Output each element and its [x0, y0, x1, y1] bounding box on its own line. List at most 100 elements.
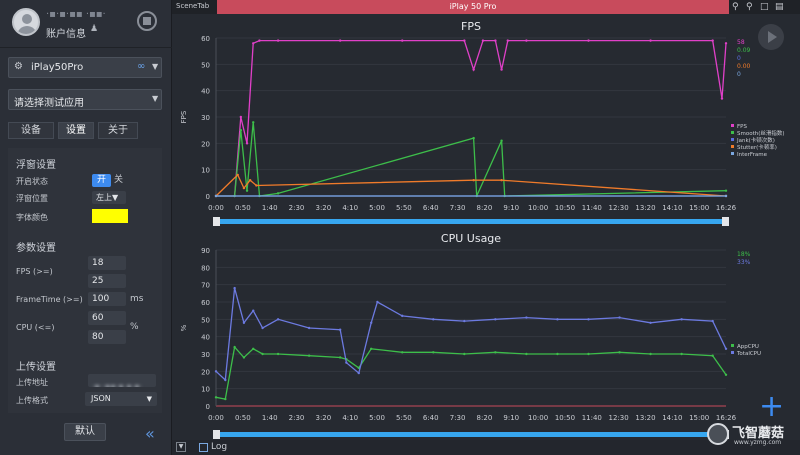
- collapse-icon[interactable]: «: [145, 424, 155, 443]
- data-point: [587, 352, 590, 356]
- y-tick-label: 20: [201, 140, 210, 148]
- chart-title: CPU Usage: [441, 232, 501, 245]
- position-select[interactable]: 左上▼: [92, 191, 126, 204]
- android-icon: ⚙: [14, 61, 23, 72]
- data-point: [556, 318, 559, 321]
- data-point: [252, 42, 255, 45]
- data-point: [261, 352, 264, 356]
- x-tick-label: 3:20: [316, 204, 332, 212]
- add-icon[interactable]: +: [759, 389, 785, 424]
- toggle-off[interactable]: 关: [114, 175, 124, 185]
- data-point: [500, 179, 503, 182]
- tab-about[interactable]: 关于: [98, 122, 138, 139]
- folder-icon[interactable]: □: [760, 2, 769, 12]
- pin-icon[interactable]: ⚲: [746, 2, 753, 12]
- charts-area: FPS FPS 0 10 20 30 40 50 60 0:00 0:50 1:40 2:30 3:20 4…: [180, 20, 785, 439]
- y-axis-label: FPS: [180, 110, 188, 123]
- upload-url-input[interactable]: ·▪··▪▪·▪ ▪·▪·: [88, 374, 156, 387]
- device-select[interactable]: ⚙ iPlay50Pro ∞ ▼: [8, 57, 162, 78]
- frametime-input[interactable]: 100: [88, 292, 126, 306]
- device-name: iPlay50Pro: [31, 62, 84, 73]
- data-point: [711, 354, 714, 357]
- toggle-on[interactable]: 开: [92, 174, 111, 187]
- legend-label: Jank(卡顿次数): [736, 136, 775, 144]
- fps-threshold-2[interactable]: 25: [88, 274, 126, 288]
- font-color-swatch[interactable]: [92, 209, 128, 223]
- legend-label: FPS: [737, 124, 747, 130]
- legend-swatch: [731, 124, 734, 127]
- x-tick-label: 0:00: [208, 414, 224, 422]
- legend-swatch: [731, 351, 734, 354]
- location-icon[interactable]: ⚲: [732, 2, 739, 12]
- y-tick-label: 40: [201, 334, 210, 342]
- x-tick-label: 12:30: [609, 204, 629, 212]
- x-tick-label: 4:10: [342, 414, 358, 422]
- data-point: [463, 352, 466, 356]
- play-button[interactable]: [758, 24, 784, 50]
- link-icon[interactable]: ∞: [137, 61, 146, 72]
- data-point: [370, 347, 373, 350]
- upload-format-value: JSON: [91, 394, 111, 403]
- settings-tabs: 设备 设置 关于: [8, 122, 162, 139]
- data-point: [500, 139, 503, 142]
- sidebar: ·▪·▪·▪▪ ·▪▪· 账户信息 ♟ ⚙ iPlay50Pro ∞ ▼ 请选择…: [0, 0, 172, 455]
- chevron-down-icon[interactable]: ▼: [176, 442, 186, 452]
- avatar[interactable]: [12, 8, 40, 36]
- x-tick-label: 8:20: [477, 414, 493, 422]
- timeline-scrollbar: [216, 219, 726, 224]
- cpu-threshold-2[interactable]: 80: [88, 330, 126, 344]
- data-point: [481, 39, 485, 42]
- data-point: [618, 351, 621, 354]
- x-tick-label: 6:40: [423, 204, 439, 212]
- data-point: [500, 68, 503, 71]
- data-point: [242, 356, 246, 359]
- stop-button[interactable]: [137, 11, 157, 31]
- data-point: [214, 194, 218, 198]
- data-point: [724, 42, 728, 45]
- app-select[interactable]: 请选择测试应用 ▼: [8, 89, 162, 110]
- user-info: ·▪·▪·▪▪ ·▪▪· 账户信息 ♟: [0, 0, 172, 48]
- data-point: [276, 192, 280, 195]
- app-select-label: 请选择测试应用: [14, 98, 84, 109]
- chevron-down-icon: ▼: [152, 94, 159, 103]
- cpu-unit: %: [130, 322, 139, 332]
- account-info-link[interactable]: 账户信息: [46, 29, 86, 40]
- watermark: 飞智蘑菇 www.yzmg.com: [707, 421, 797, 449]
- fps-threshold-1[interactable]: 18: [88, 256, 126, 270]
- data-point: [338, 39, 342, 42]
- default-button[interactable]: 默认: [64, 423, 106, 441]
- x-tick-label: 12:30: [609, 414, 629, 422]
- data-point: [494, 351, 497, 354]
- font-color-label: 字体颜色: [16, 213, 48, 222]
- x-tick-label: 0:50: [235, 414, 251, 422]
- legend-label: TotalCPU: [736, 351, 761, 357]
- series-line-appcpu: [215, 345, 727, 400]
- data-point: [618, 316, 621, 319]
- x-tick-label: 5:00: [369, 414, 385, 422]
- doc-icon[interactable]: ▤: [775, 2, 784, 12]
- device-title: iPlay 50 Pro: [217, 0, 729, 14]
- upload-format-select[interactable]: JSON ▼: [85, 392, 157, 406]
- y-tick-label: 10: [201, 386, 210, 394]
- cpu-threshold-1[interactable]: 60: [88, 311, 126, 325]
- x-tick-label: 13:20: [635, 204, 655, 212]
- legend-swatch: [731, 152, 734, 155]
- scene-tab[interactable]: SceneTab: [176, 2, 210, 10]
- x-tick-label: 7:30: [450, 414, 466, 422]
- tab-device[interactable]: 设备: [8, 122, 54, 139]
- y-tick-label: 50: [201, 316, 210, 324]
- current-value-totalcpu: 33%: [737, 259, 751, 266]
- cpu-label: CPU (<=): [16, 323, 55, 332]
- current-value-stutter: 0.00: [737, 63, 751, 70]
- x-tick-label: 11:40: [582, 414, 602, 422]
- y-tick-label: 0: [206, 403, 210, 411]
- x-tick-label: 11:40: [582, 204, 602, 212]
- frametime-unit: ms: [130, 294, 144, 304]
- data-point: [261, 326, 264, 330]
- x-tick-label: 9:10: [503, 204, 519, 212]
- x-tick-label: 0:50: [235, 204, 251, 212]
- log-checkbox[interactable]: [199, 443, 208, 452]
- tab-settings[interactable]: 设置: [58, 122, 94, 139]
- data-point: [525, 39, 528, 42]
- data-point: [338, 356, 342, 359]
